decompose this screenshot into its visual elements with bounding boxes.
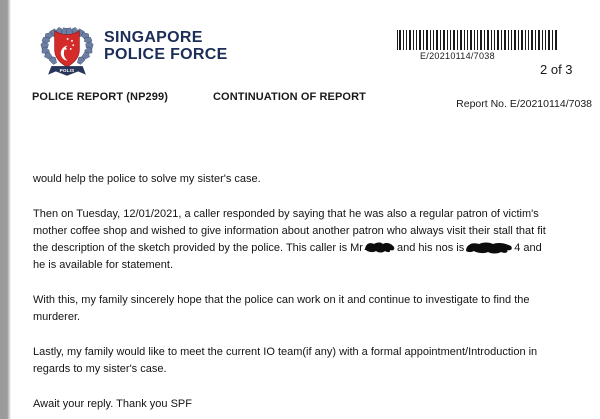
svg-text:POLIS: POLIS	[60, 68, 75, 73]
